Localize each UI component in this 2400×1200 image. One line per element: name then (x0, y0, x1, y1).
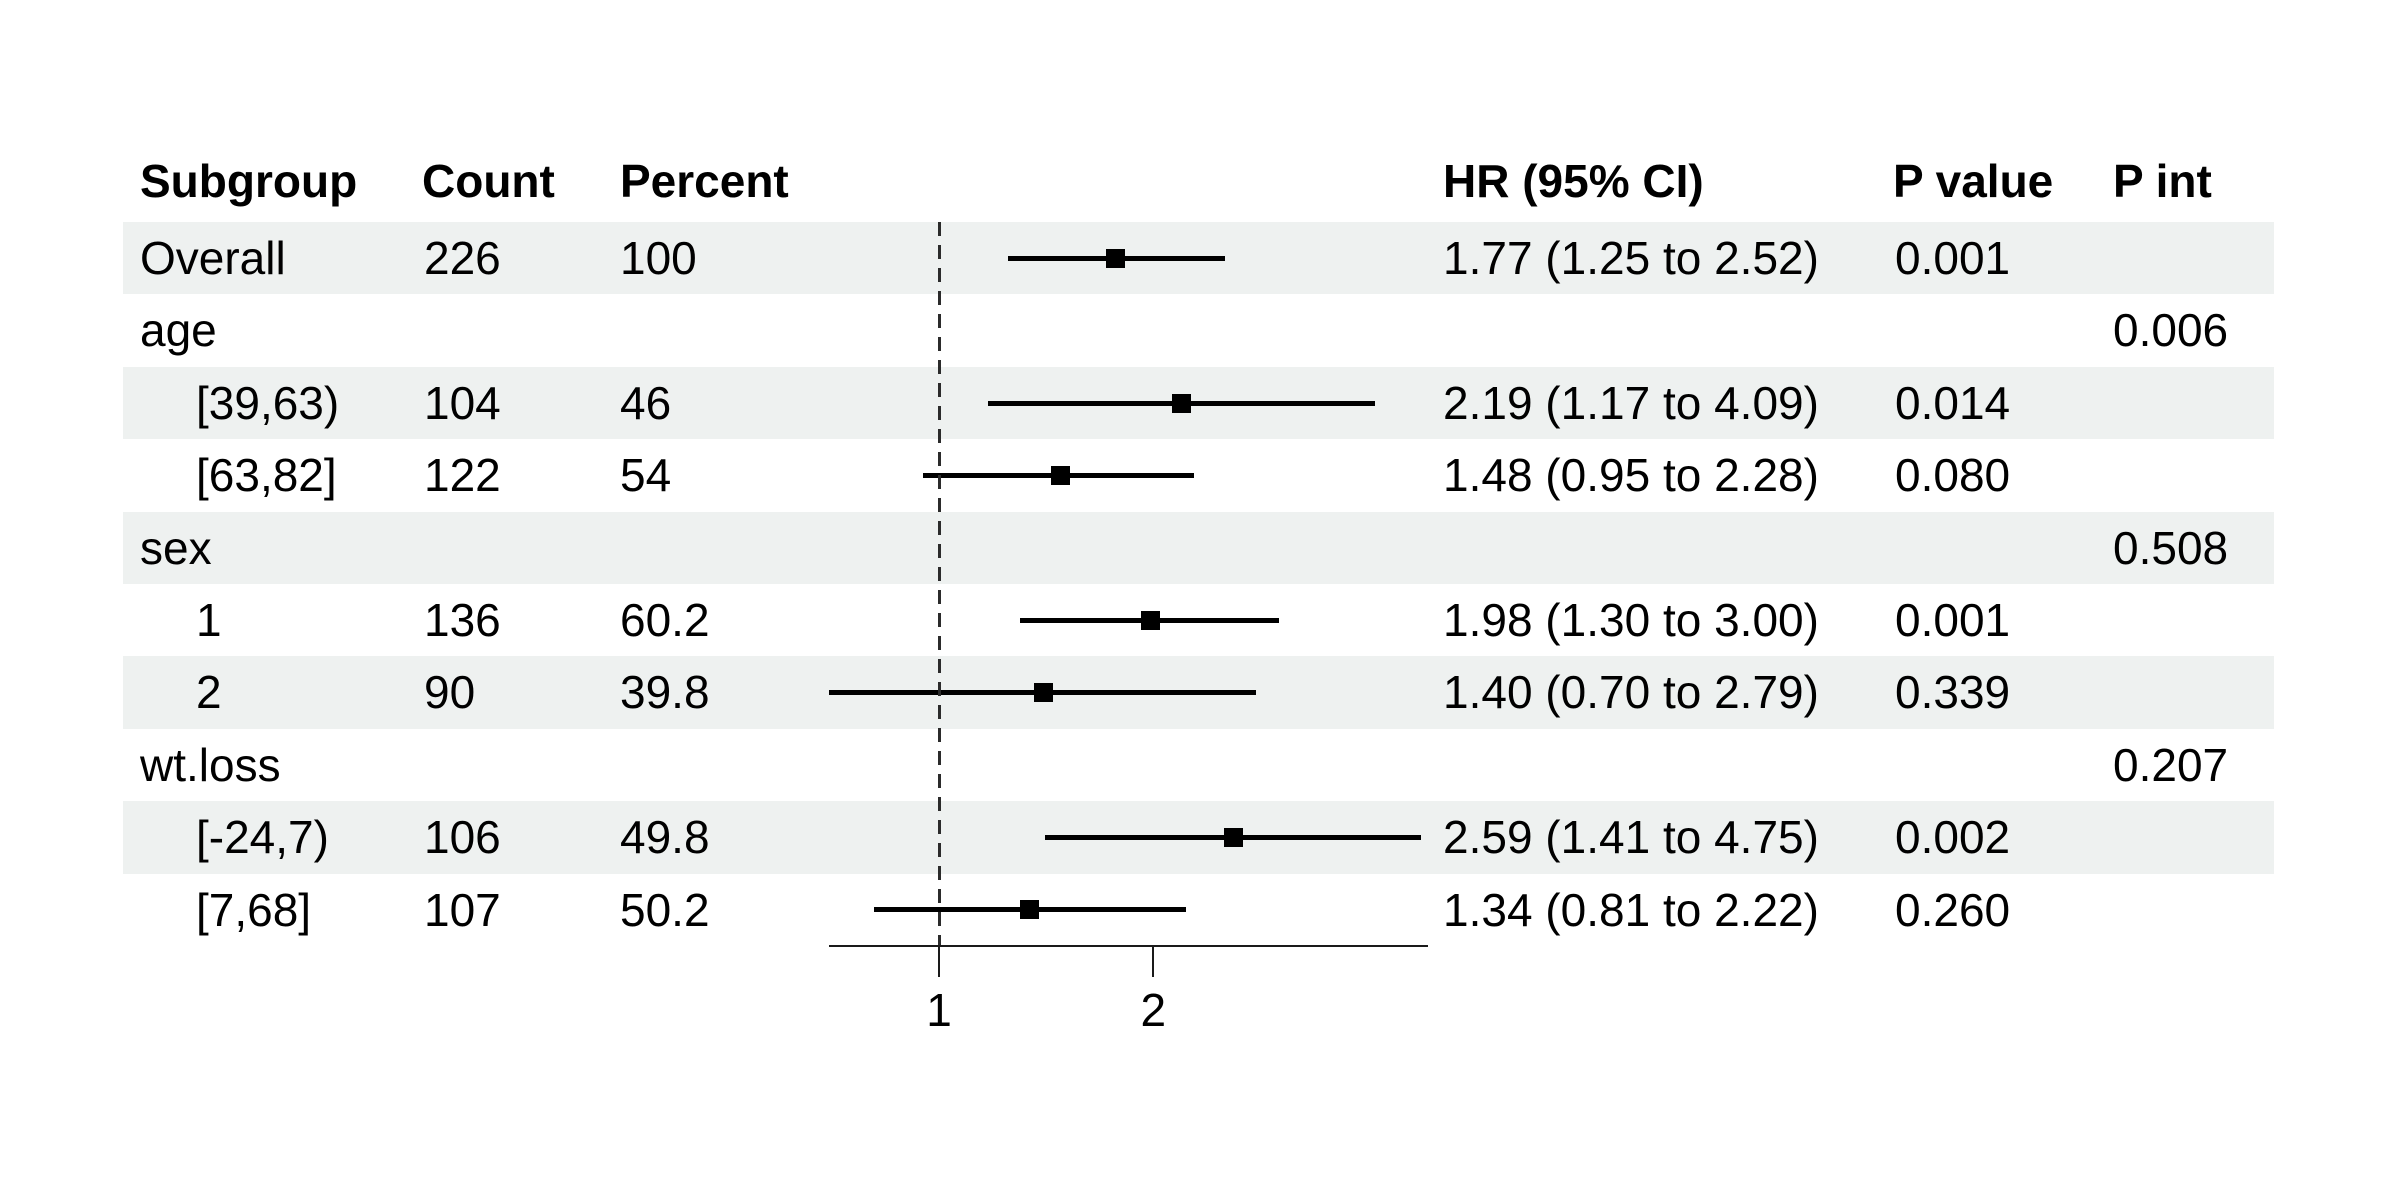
x-axis-tick-label: 2 (1140, 984, 1167, 1036)
point-estimate-square (1171, 393, 1191, 413)
table-row: 1 136 60.2 1.98 (1.30 to 3.00) 0.001 (123, 584, 2274, 656)
subgroup-label: [7,68] (196, 883, 312, 936)
percent-value: 46 (620, 376, 672, 429)
x-axis-line (829, 945, 1428, 947)
point-estimate-square (1140, 610, 1160, 630)
subgroup-label: Overall (140, 232, 286, 284)
column-header-subgroup: Subgroup (140, 155, 358, 207)
count-value: 106 (424, 811, 501, 864)
column-header-percent: Percent (620, 155, 789, 207)
hr-ci-value: 1.98 (1.30 to 3.00) (1443, 594, 1819, 646)
table-row: Overall 226 100 1.77 (1.25 to 2.52) 0.001 (123, 222, 2274, 295)
count-value: 136 (424, 594, 501, 646)
percent-value: 49.8 (620, 811, 710, 864)
hr-ci-value: 2.19 (1.17 to 4.09) (1443, 376, 1819, 429)
hr-ci-value: 1.48 (0.95 to 2.28) (1443, 449, 1819, 502)
p-value: 0.001 (1895, 232, 2011, 284)
p-value: 0.080 (1895, 449, 2011, 502)
subgroup-label: age (140, 304, 217, 357)
subgroup-label: 2 (196, 666, 222, 719)
table-row: [63,82] 122 54 1.48 (0.95 to 2.28) 0.080 (123, 439, 2274, 511)
count-value: 107 (424, 883, 501, 936)
p-int-value: 0.207 (2113, 738, 2229, 791)
count-value: 104 (424, 376, 501, 429)
count-value: 226 (424, 232, 501, 284)
p-value: 0.339 (1895, 666, 2011, 719)
percent-value: 100 (620, 232, 697, 284)
hr-ci-value: 1.40 (0.70 to 2.79) (1443, 666, 1819, 719)
x-axis-tick (938, 945, 940, 977)
point-estimate-square (1106, 248, 1126, 268)
subgroup-label: [63,82] (196, 449, 337, 502)
x-axis-tick-label: 1 (926, 984, 952, 1036)
point-estimate-square (1033, 683, 1053, 703)
percent-value: 54 (620, 449, 672, 502)
p-int-value: 0.508 (2113, 521, 2229, 574)
subgroup-label: wt.loss (140, 738, 281, 791)
table-row: wt.loss 0.207 (123, 729, 2274, 801)
hr-ci-value: 1.34 (0.81 to 2.22) (1443, 883, 1819, 936)
reference-line (937, 222, 941, 945)
x-axis-tick (1152, 945, 1155, 977)
p-value: 0.014 (1895, 376, 2011, 429)
percent-value: 50.2 (620, 883, 710, 936)
subgroup-label: [-24,7) (196, 811, 329, 864)
column-header-p-value: P value (1893, 155, 2054, 207)
subgroup-label: 1 (196, 594, 222, 646)
count-value: 122 (424, 449, 501, 502)
hr-ci-value: 2.59 (1.41 to 4.75) (1443, 811, 1819, 864)
p-value: 0.002 (1895, 811, 2011, 864)
p-value: 0.001 (1895, 594, 2011, 646)
column-header-p-int: P int (2113, 155, 2212, 207)
column-header-hr-ci: HR (95% CI) (1443, 155, 1704, 207)
hr-ci-value: 1.77 (1.25 to 2.52) (1443, 232, 1819, 284)
table-row: age 0.006 (123, 294, 2274, 366)
point-estimate-square (1050, 465, 1070, 485)
p-int-value: 0.006 (2113, 304, 2229, 357)
p-value: 0.260 (1895, 883, 2011, 936)
subgroup-label: [39,63) (196, 376, 340, 429)
count-value: 90 (424, 666, 476, 719)
percent-value: 60.2 (620, 594, 710, 646)
percent-value: 39.8 (620, 666, 710, 719)
table-row: [39,63) 104 46 2.19 (1.17 to 4.09) 0.014 (123, 366, 2274, 440)
column-header-count: Count (422, 155, 555, 207)
point-estimate-square (1223, 827, 1243, 847)
subgroup-label: sex (140, 521, 212, 574)
table-row: sex 0.508 (123, 511, 2274, 584)
point-estimate-square (1019, 900, 1039, 920)
table-row: [7,68] 107 50.2 1.34 (0.81 to 2.22) 0.260 (123, 874, 2274, 946)
